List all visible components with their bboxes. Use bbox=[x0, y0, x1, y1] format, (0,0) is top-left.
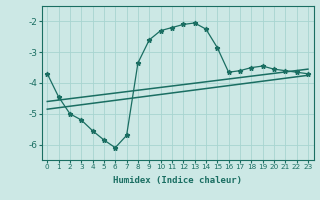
X-axis label: Humidex (Indice chaleur): Humidex (Indice chaleur) bbox=[113, 176, 242, 185]
